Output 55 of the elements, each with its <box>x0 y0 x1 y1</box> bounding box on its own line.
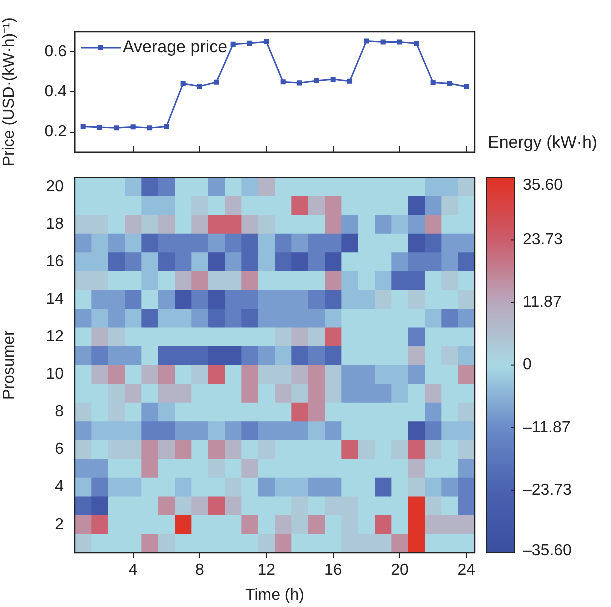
color-bar-label: 23.73 <box>523 232 564 249</box>
y-tick-label: 4 <box>55 478 64 496</box>
color-bar-label: –35.60 <box>523 542 572 560</box>
point <box>197 84 203 90</box>
point <box>330 77 336 82</box>
color-bar-label: 11.87 <box>523 294 562 312</box>
point <box>130 124 136 130</box>
y-tick-label: 16 <box>46 253 64 270</box>
x-axis-title: Time (h) <box>246 586 304 604</box>
y-tick-label: 2 <box>55 516 64 534</box>
point <box>380 40 386 45</box>
y-tick-label: 0.4 <box>44 84 68 101</box>
y-tick-label: 0.6 <box>44 43 68 60</box>
point <box>347 78 353 84</box>
y-tick-label: 20 <box>46 178 64 196</box>
point <box>414 41 420 46</box>
point <box>214 80 220 85</box>
point <box>264 40 270 45</box>
point <box>180 81 186 86</box>
point <box>80 124 86 130</box>
color-bar-label: –23.73 <box>523 482 572 499</box>
point <box>280 80 286 85</box>
x-tick-label: 12 <box>258 562 276 580</box>
point <box>464 84 470 90</box>
point <box>164 124 170 130</box>
color-bar-title: Energy (kW·h) <box>488 133 598 153</box>
y-tick-label: 6 <box>55 441 64 458</box>
point <box>430 80 436 86</box>
x-tick-label: 16 <box>324 562 342 580</box>
color-bar-label: 35.60 <box>523 177 564 194</box>
point <box>297 80 303 86</box>
point <box>447 81 453 86</box>
x-tick-label: 24 <box>458 562 476 580</box>
x-tick-label: 8 <box>196 562 205 580</box>
color-bar-label: 0 <box>523 356 532 374</box>
x-tick-label: 4 <box>128 562 138 580</box>
point <box>97 125 103 130</box>
point <box>397 40 403 45</box>
y-axis-title: Price (USD·(kW·h)⁻¹) <box>1 18 18 167</box>
legend-label: Average price <box>123 38 228 57</box>
point <box>230 42 236 47</box>
y-axis-title: Prosumer <box>1 330 18 400</box>
point <box>247 40 253 46</box>
y-tick-label: 12 <box>46 328 64 346</box>
point <box>364 38 370 44</box>
y-tick-label: 14 <box>46 291 64 308</box>
point <box>114 126 120 131</box>
point <box>147 126 153 131</box>
y-tick-label: 8 <box>55 404 64 421</box>
x-tick-label: 20 <box>391 562 409 580</box>
color-bar-label: –11.87 <box>523 419 571 436</box>
y-tick-label: 10 <box>46 366 64 384</box>
point <box>314 78 320 84</box>
y-tick-label: 18 <box>46 216 64 233</box>
y-tick-label: 0.2 <box>44 124 68 141</box>
